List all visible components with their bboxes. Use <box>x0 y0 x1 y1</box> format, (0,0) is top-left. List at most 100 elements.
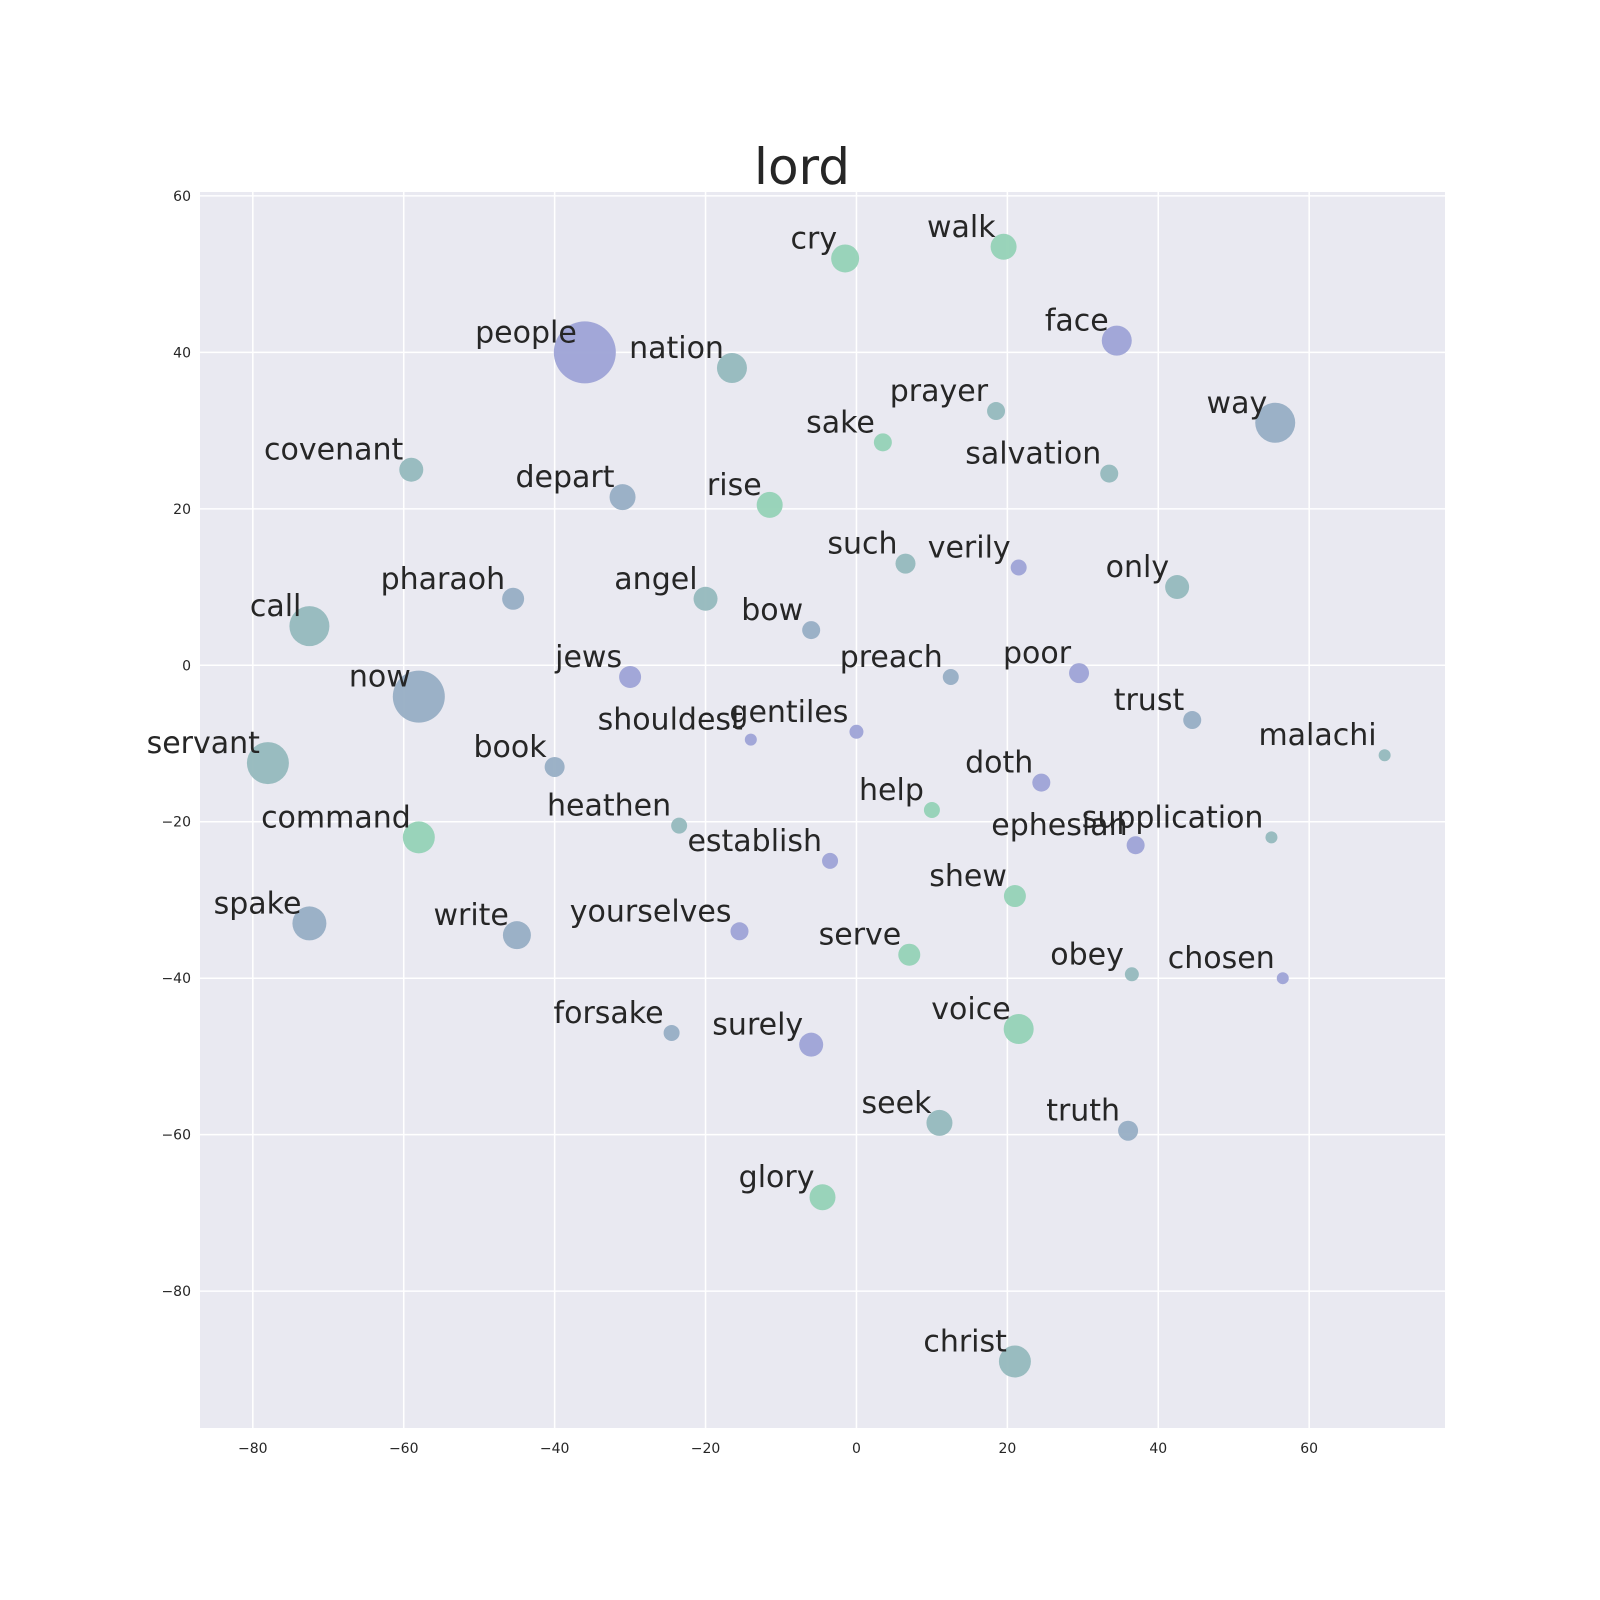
y-tick-label: 0 <box>182 658 191 674</box>
scatter-point-supplication <box>1265 831 1278 844</box>
plot-area <box>200 192 1445 1428</box>
scatter-point-surely <box>799 1032 824 1057</box>
scatter-point-seek <box>926 1109 953 1136</box>
point-label-yourselves: yourselves <box>570 894 732 929</box>
point-label-cry: cry <box>791 221 838 256</box>
point-label-preach: preach <box>840 640 943 675</box>
point-labels: cry walk face people nation prayer way sake salv… <box>147 210 1377 1360</box>
scatter-point-glory <box>809 1184 836 1211</box>
point-label-people: people <box>475 315 577 350</box>
x-axis: −80 −60 −40 −20 0 20 40 60 <box>238 1441 1318 1457</box>
scatter-point-establish <box>822 852 839 869</box>
chart-title: lord <box>754 138 850 196</box>
scatter-point-yourselves <box>730 922 749 941</box>
scatter-point-angel <box>693 586 718 611</box>
scatter-point-chosen <box>1276 972 1289 985</box>
point-label-surely: surely <box>712 1008 803 1043</box>
point-label-pharaoh: pharaoh <box>381 562 506 597</box>
x-tick-label: 0 <box>852 1441 861 1457</box>
point-label-servant: servant <box>147 726 261 761</box>
point-label-serve: serve <box>819 918 902 953</box>
point-label-call: call <box>250 589 302 624</box>
point-label-christ: christ <box>923 1325 1007 1360</box>
scatter-point-poor <box>1069 663 1090 684</box>
scatter-point-salvation <box>1100 464 1119 483</box>
scatter-point-servant <box>246 742 289 785</box>
y-tick-label: 40 <box>173 345 191 361</box>
point-label-truth: truth <box>1046 1094 1120 1129</box>
scatter-point-book <box>544 756 565 777</box>
point-label-now: now <box>349 660 411 695</box>
scatter-point-depart <box>609 484 636 511</box>
point-label-help: help <box>859 773 924 808</box>
point-label-prayer: prayer <box>890 374 989 409</box>
scatter-point-now <box>392 670 445 723</box>
x-tick-label: 20 <box>998 1441 1016 1457</box>
point-label-shouldest: shouldest <box>598 703 743 738</box>
x-tick-label: 60 <box>1300 1441 1318 1457</box>
y-tick-label: −40 <box>161 971 191 987</box>
scatter-point-serve <box>898 943 921 966</box>
point-label-voice: voice <box>931 992 1010 1027</box>
point-label-chosen: chosen <box>1168 941 1275 976</box>
point-label-salvation: salvation <box>965 437 1101 472</box>
point-label-write: write <box>433 898 508 933</box>
scatter-point-spake <box>292 906 327 941</box>
scatter-point-forsake <box>663 1024 680 1041</box>
point-label-spake: spake <box>214 886 302 921</box>
scatter-point-write <box>502 921 531 950</box>
scatter-point-covenant <box>399 457 424 482</box>
point-label-rise: rise <box>707 468 762 503</box>
point-label-forsake: forsake <box>554 996 664 1031</box>
scatter-point-ephesian <box>1126 836 1145 855</box>
scatter-point-help <box>923 802 940 818</box>
point-label-poor: poor <box>1003 636 1072 671</box>
x-tick-label: −40 <box>540 1441 570 1457</box>
scatter-point-nation <box>716 353 747 384</box>
point-label-establish: establish <box>687 824 822 859</box>
scatter-point-pharaoh <box>502 587 525 610</box>
point-label-covenant: covenant <box>264 433 403 468</box>
y-tick-label: 20 <box>173 502 191 518</box>
point-label-doth: doth <box>965 746 1033 781</box>
scatter-point-sake <box>873 433 892 452</box>
scatter-point-gentiles <box>849 724 864 739</box>
point-label-supplication: supplication <box>1082 800 1264 835</box>
point-label-only: only <box>1106 550 1169 585</box>
point-label-nation: nation <box>629 331 724 366</box>
scatter-point-voice <box>1003 1014 1034 1045</box>
point-label-seek: seek <box>862 1086 933 1121</box>
x-tick-label: −20 <box>691 1441 721 1457</box>
y-tick-label: −80 <box>161 1284 191 1300</box>
scatter-point-obey <box>1124 967 1139 982</box>
point-label-way: way <box>1207 386 1268 421</box>
y-tick-label: 60 <box>173 189 191 205</box>
point-label-obey: obey <box>1050 937 1124 972</box>
point-label-walk: walk <box>927 210 996 245</box>
scatter-point-only <box>1165 575 1190 600</box>
data-points <box>246 233 1391 1378</box>
point-label-verily: verily <box>928 530 1011 565</box>
point-label-glory: glory <box>739 1160 815 1195</box>
y-tick-label: −20 <box>161 815 191 831</box>
scatter-point-trust <box>1183 711 1202 730</box>
point-label-angel: angel <box>614 562 697 597</box>
point-label-command: command <box>261 800 411 835</box>
scatter-point-prayer <box>987 402 1006 421</box>
scatter-point-truth <box>1118 1120 1139 1141</box>
x-tick-label: −60 <box>389 1441 419 1457</box>
point-label-gentiles: gentiles <box>729 695 848 730</box>
scatter-point-preach <box>942 669 959 686</box>
scatter-point-shew <box>1003 885 1026 908</box>
scatter-point-such <box>895 553 916 574</box>
y-axis: 60 40 20 0 −20 −40 −60 −80 <box>161 189 191 1300</box>
scatter-point-command <box>402 821 435 854</box>
scatter-point-verily <box>1010 559 1027 576</box>
scatter-point-bow <box>802 621 821 640</box>
point-label-book: book <box>474 730 548 765</box>
grid-lines <box>200 192 1445 1428</box>
point-label-depart: depart <box>516 460 615 495</box>
point-label-sake: sake <box>806 405 875 440</box>
scatter-point-rise <box>756 491 783 518</box>
